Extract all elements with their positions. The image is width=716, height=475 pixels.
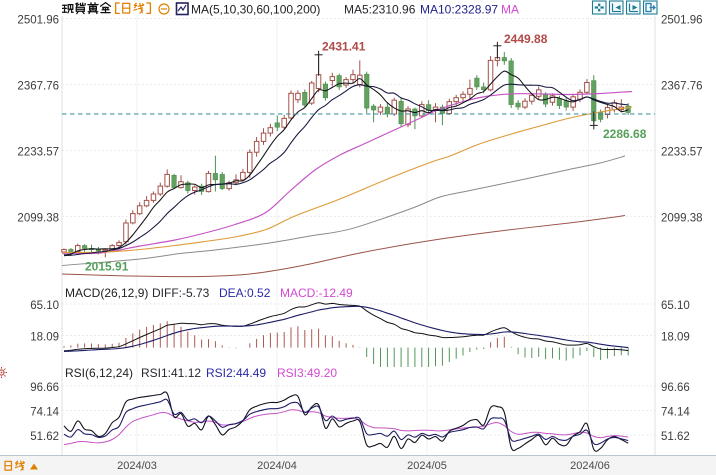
svg-text:RSI(6,12,24): RSI(6,12,24) bbox=[65, 366, 133, 380]
svg-text:2024/05: 2024/05 bbox=[407, 460, 447, 472]
svg-text:96.66: 96.66 bbox=[661, 382, 690, 394]
svg-text:2431.41: 2431.41 bbox=[322, 40, 366, 54]
svg-text:2501.96: 2501.96 bbox=[17, 15, 59, 27]
svg-text:RSI3:49.20: RSI3:49.20 bbox=[277, 366, 337, 380]
svg-text:2286.68: 2286.68 bbox=[603, 127, 647, 141]
svg-text:2099.38: 2099.38 bbox=[661, 212, 703, 224]
svg-text:2501.96: 2501.96 bbox=[661, 15, 703, 27]
svg-text:2367.76: 2367.76 bbox=[17, 81, 59, 93]
svg-text:65.10: 65.10 bbox=[661, 300, 690, 312]
svg-text:2024/03: 2024/03 bbox=[117, 460, 157, 472]
svg-text:74.14: 74.14 bbox=[30, 407, 59, 419]
svg-text:MACD(26,12,9): MACD(26,12,9) bbox=[65, 286, 148, 300]
svg-text:DEA:0.52: DEA:0.52 bbox=[219, 286, 271, 300]
svg-text:MACD:-12.49: MACD:-12.49 bbox=[280, 286, 353, 300]
svg-text:MA5:2310.96: MA5:2310.96 bbox=[344, 3, 416, 17]
svg-text:MA: MA bbox=[501, 3, 519, 17]
svg-text:2367.76: 2367.76 bbox=[661, 81, 703, 93]
svg-text:51.62: 51.62 bbox=[661, 431, 690, 443]
svg-text:RSI1:41.12: RSI1:41.12 bbox=[141, 366, 201, 380]
svg-text:2233.57: 2233.57 bbox=[661, 147, 703, 159]
svg-text:2449.88: 2449.88 bbox=[504, 32, 548, 46]
svg-text:2015.91: 2015.91 bbox=[85, 260, 129, 274]
svg-text:18.09: 18.09 bbox=[661, 332, 690, 344]
svg-text:MA10:2328.97: MA10:2328.97 bbox=[420, 3, 498, 17]
svg-text:2024/04: 2024/04 bbox=[257, 460, 297, 472]
svg-text:51.62: 51.62 bbox=[30, 431, 59, 443]
svg-text:74.14: 74.14 bbox=[661, 407, 690, 419]
svg-text:2024/06: 2024/06 bbox=[570, 460, 610, 472]
svg-text:65.10: 65.10 bbox=[30, 300, 59, 312]
svg-text:RSI2:44.49: RSI2:44.49 bbox=[206, 366, 266, 380]
svg-text:18.09: 18.09 bbox=[30, 332, 59, 344]
svg-text:DIFF:-5.73: DIFF:-5.73 bbox=[152, 286, 210, 300]
svg-text:96.66: 96.66 bbox=[30, 382, 59, 394]
svg-text:2233.57: 2233.57 bbox=[17, 147, 59, 159]
svg-text:2099.38: 2099.38 bbox=[17, 212, 59, 224]
svg-text:MA(5,10,30,60,100,200): MA(5,10,30,60,100,200) bbox=[191, 3, 320, 17]
